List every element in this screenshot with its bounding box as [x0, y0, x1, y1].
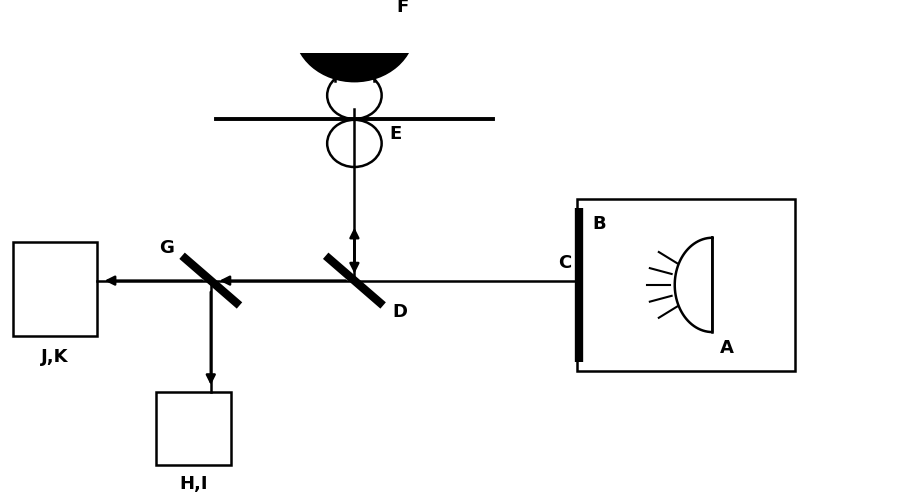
- Text: J,K: J,K: [41, 348, 68, 366]
- Text: F: F: [396, 0, 408, 16]
- Text: A: A: [720, 340, 734, 357]
- Text: H,I: H,I: [179, 475, 208, 493]
- Text: B: B: [592, 215, 605, 233]
- Text: G: G: [160, 239, 174, 257]
- Polygon shape: [675, 238, 712, 332]
- Text: E: E: [389, 125, 401, 143]
- Text: D: D: [392, 302, 407, 321]
- Text: C: C: [558, 254, 571, 272]
- Polygon shape: [295, 29, 414, 81]
